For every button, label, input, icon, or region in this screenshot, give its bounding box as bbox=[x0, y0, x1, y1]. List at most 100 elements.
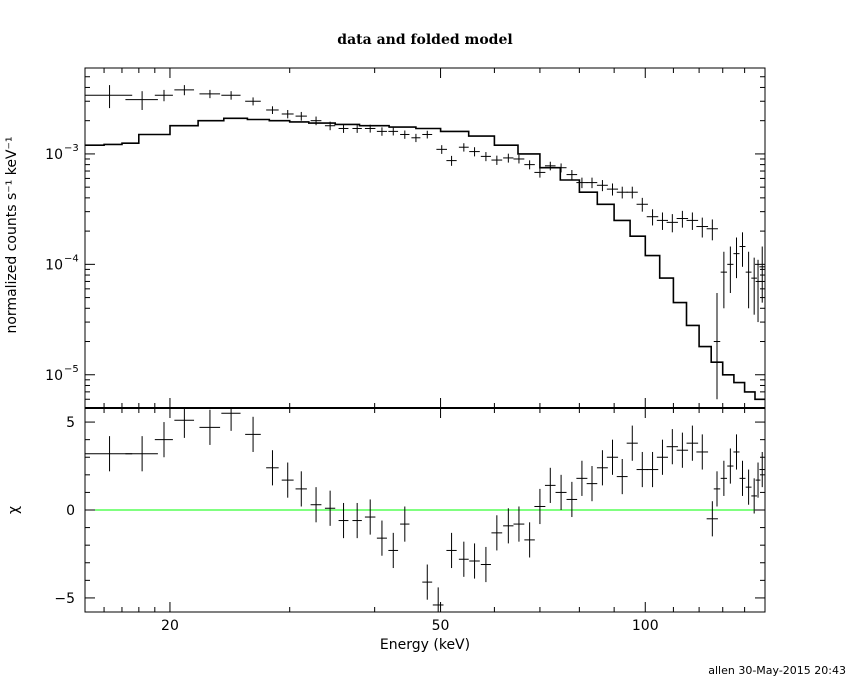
spectrum-point bbox=[338, 124, 349, 133]
spectrum-ticks bbox=[84, 67, 766, 408]
residual-point bbox=[544, 467, 556, 503]
residual-point bbox=[295, 471, 307, 507]
residual-point bbox=[310, 487, 322, 523]
spectrum-point bbox=[524, 160, 535, 170]
y-tick-label: 5 bbox=[66, 415, 75, 431]
spectrum-point bbox=[739, 232, 746, 267]
residual-point bbox=[446, 532, 457, 569]
spectrum-point bbox=[221, 91, 241, 100]
y-tick-exponent: −3 bbox=[64, 143, 79, 154]
residual-point bbox=[759, 451, 765, 488]
spectrum-point bbox=[713, 293, 721, 400]
spectrum-point bbox=[125, 91, 158, 110]
spectrum-point bbox=[626, 186, 638, 199]
residual-point bbox=[720, 460, 728, 496]
spectrum-point bbox=[174, 85, 195, 96]
spectrum-point bbox=[446, 155, 457, 166]
spectrum-data bbox=[85, 85, 765, 400]
residual-point bbox=[555, 474, 567, 510]
spectrum-point bbox=[706, 219, 718, 241]
x-tick-label: 50 bbox=[432, 618, 450, 634]
residual-point bbox=[469, 543, 480, 579]
spectrum-point bbox=[352, 124, 362, 133]
residual-point bbox=[727, 448, 734, 484]
residual-point bbox=[422, 564, 433, 600]
spectrum-point bbox=[436, 145, 447, 154]
residual-point bbox=[626, 425, 638, 461]
residual-point bbox=[125, 436, 158, 472]
spectrum-point bbox=[199, 89, 221, 99]
residual-point bbox=[480, 546, 491, 583]
residual-point bbox=[566, 481, 578, 518]
spectrum-point bbox=[266, 106, 279, 114]
residual-point bbox=[245, 416, 261, 452]
spectrum-point bbox=[469, 147, 480, 157]
residual-point bbox=[745, 469, 752, 505]
spectrum-point bbox=[534, 167, 546, 178]
residual-point bbox=[656, 439, 668, 475]
spectrum-point bbox=[576, 177, 588, 189]
residual-point bbox=[534, 488, 546, 525]
residual-point bbox=[458, 541, 469, 577]
residual-point bbox=[364, 499, 376, 535]
y-tick-exponent: −4 bbox=[64, 253, 79, 264]
footer-stamp: allen 30-May-2015 20:43 bbox=[708, 664, 846, 677]
spectrum-point bbox=[544, 161, 556, 171]
spectrum-point bbox=[376, 127, 387, 136]
residual-point bbox=[338, 502, 349, 539]
residual-point bbox=[281, 462, 294, 498]
spectrum-point bbox=[513, 154, 525, 164]
spectrum-point bbox=[364, 124, 376, 133]
residual-point bbox=[432, 587, 444, 612]
residual-point bbox=[755, 462, 761, 498]
spectrum-point bbox=[411, 133, 421, 143]
y-tick-exponent: −5 bbox=[64, 364, 79, 375]
spectrum-y-axis-label: normalized counts s⁻¹ keV⁻¹ bbox=[4, 136, 20, 333]
residual-point bbox=[576, 460, 588, 496]
residual-point bbox=[513, 506, 525, 542]
spectrum-y-tick-labels: 10−310−410−5 bbox=[45, 143, 79, 384]
spectrum-point bbox=[295, 111, 307, 121]
residual-point bbox=[713, 471, 721, 507]
residual-point bbox=[85, 436, 133, 472]
residual-point bbox=[352, 502, 362, 539]
spectrum-point bbox=[503, 153, 514, 163]
spectrum-point bbox=[751, 257, 758, 315]
model-curve bbox=[85, 117, 765, 401]
x-tick-labels: 20 50 100 bbox=[161, 618, 659, 634]
residual-point bbox=[266, 450, 279, 486]
spectrum-point bbox=[676, 210, 689, 228]
residual-y-tick-labels: 5 0 −5 bbox=[54, 415, 75, 607]
spectrum-point bbox=[422, 130, 433, 139]
spectrum-point bbox=[555, 163, 567, 173]
spectrum-point bbox=[616, 186, 628, 199]
spectrum-panel: 10−310−410−5 normalized counts s⁻¹ keV⁻¹ bbox=[4, 67, 766, 409]
residual-point bbox=[696, 434, 709, 470]
chart-title: data and folded model bbox=[337, 32, 512, 48]
residual-point bbox=[596, 450, 608, 486]
residual-point bbox=[706, 501, 718, 537]
residual-point bbox=[400, 506, 410, 542]
spectrum-frame bbox=[84, 67, 766, 409]
spectrum-point bbox=[85, 85, 133, 109]
residual-point bbox=[174, 408, 195, 438]
residual-point bbox=[491, 515, 503, 551]
residual-point bbox=[733, 434, 740, 470]
y-tick-label: 10 bbox=[45, 257, 63, 273]
residual-y-axis-label: χ bbox=[6, 506, 22, 514]
spectrum-point bbox=[400, 130, 410, 139]
spectrum-point bbox=[310, 116, 322, 126]
spectrum-point bbox=[388, 127, 399, 136]
model-step-line bbox=[85, 117, 765, 401]
spectrum-point bbox=[745, 251, 752, 309]
spectrum-point bbox=[586, 177, 598, 189]
spectrum-point bbox=[636, 197, 648, 212]
x-tick-label: 20 bbox=[161, 618, 179, 634]
residual-point bbox=[524, 522, 535, 558]
y-tick-label: 0 bbox=[66, 503, 75, 519]
residual-point bbox=[676, 432, 689, 468]
spectrum-point bbox=[480, 152, 491, 162]
residual-point bbox=[154, 422, 173, 458]
spectrum-point bbox=[324, 121, 336, 131]
residual-point bbox=[751, 478, 758, 514]
